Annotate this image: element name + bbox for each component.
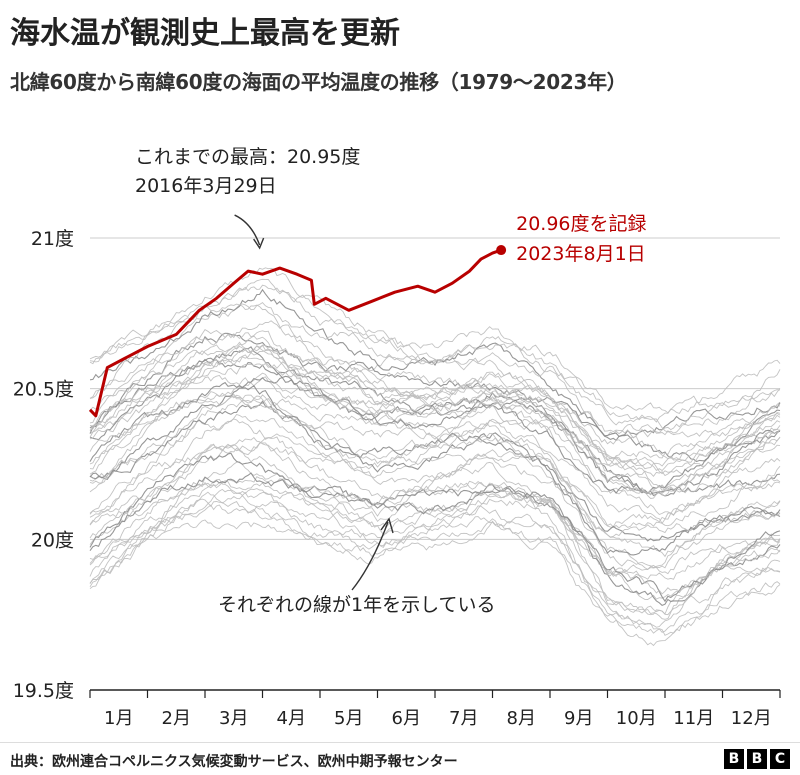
history-year-line: [89, 491, 781, 634]
x-tick-label: 6月: [392, 708, 421, 729]
history-year-line: [89, 498, 781, 636]
new-record-point: [496, 245, 507, 256]
x-tick-label: 7月: [449, 708, 478, 729]
history-year-line: [89, 418, 781, 558]
y-tick-label: 21度: [31, 228, 74, 250]
history-year-line: [89, 395, 781, 527]
history-year-line: [89, 267, 781, 426]
history-year-line: [89, 400, 781, 556]
history-year-line: [89, 362, 781, 494]
line-chart: 1月 2月 3月 4月 5月 6月 7月 8月 9月 10月 11月 12月 21度 20.5度 20度 1…: [13, 146, 781, 729]
history-year-line: [89, 513, 781, 647]
x-tick-label: 8月: [507, 708, 536, 729]
grid-layer: [90, 237, 780, 540]
history-year-line: [89, 328, 781, 463]
logo-letter: C: [770, 749, 790, 769]
history-year-line: [89, 488, 781, 628]
historical-lines: [89, 267, 781, 647]
x-tick-label: 5月: [334, 708, 363, 729]
history-year-line: [89, 478, 781, 616]
x-tick-label: 2月: [162, 708, 191, 729]
lines-note-arrowhead: [380, 517, 394, 534]
x-tick-label: 10月: [616, 708, 657, 729]
series-2023-line: [88, 248, 502, 418]
x-tick-label: 1月: [104, 708, 133, 729]
history-year-line: [89, 349, 781, 497]
history-year-line: [89, 452, 781, 603]
history-year-line: [89, 344, 781, 466]
history-year-line: [89, 354, 780, 478]
history-year-line: [89, 385, 781, 542]
y-tick-label: 20度: [31, 529, 74, 551]
history-year-line: [89, 492, 781, 620]
y-axis-labels: 21度 20.5度 20度 19.5度: [13, 228, 74, 702]
history-year-line: [89, 332, 781, 463]
history-year-line: [89, 335, 781, 470]
history-year-line: [89, 344, 781, 491]
lines-note-arrow: [351, 521, 389, 591]
logo-letter: B: [724, 749, 744, 769]
history-year-line: [89, 472, 781, 607]
history-year-line: [89, 443, 781, 595]
y-tick-label: 19.5度: [13, 680, 74, 702]
history-year-line: [89, 288, 781, 442]
x-tick-label: 11月: [673, 708, 714, 729]
previous-record-label: これまでの最高：20.95度: [135, 146, 360, 168]
history-year-line: [89, 320, 781, 472]
previous-record-date: 2016年3月29日: [135, 175, 277, 197]
x-tick-label: 4月: [277, 708, 306, 729]
new-record-label: 20.96度を記録: [516, 213, 646, 235]
annotations: これまでの最高：20.95度 2016年3月29日 20.96度を記録 2023年8月…: [135, 146, 647, 616]
x-tick-label: 3月: [219, 708, 248, 729]
history-year-line: [89, 392, 781, 516]
lines-note-label: それぞれの線が1年を示している: [218, 594, 496, 616]
new-record-date: 2023年8月1日: [516, 243, 646, 265]
history-year-line: [89, 341, 781, 475]
history-year-line: [89, 433, 781, 570]
source-note: 出典：欧州連合コペルニクス気候変動サービス、欧州中期予報センター: [10, 754, 458, 770]
logo-letter: B: [747, 749, 767, 769]
x-tick-label: 12月: [731, 708, 772, 729]
history-year-line: [89, 398, 781, 528]
history-year-line: [89, 375, 781, 495]
x-axis: 1月 2月 3月 4月 5月 6月 7月 8月 9月 10月 11月 12月: [89, 689, 781, 729]
previous-record-arrow: [234, 214, 261, 246]
page-title: 海水温が観測史上最高を更新: [10, 16, 400, 51]
y-tick-label: 20.5度: [13, 379, 74, 401]
history-year-line: [89, 304, 781, 438]
history-year-line: [89, 393, 781, 538]
highlight-series-2023: [88, 245, 507, 418]
previous-record-arrowhead: [253, 237, 265, 250]
page-subtitle: 北緯60度から南緯60度の海面の平均温度の推移（1979～2023年）: [10, 70, 627, 94]
bbc-logo: B B C: [724, 749, 790, 769]
footer: 出典：欧州連合コペルニクス気候変動サービス、欧州中期予報センター B B C: [0, 742, 800, 775]
x-tick-label: 9月: [564, 708, 593, 729]
